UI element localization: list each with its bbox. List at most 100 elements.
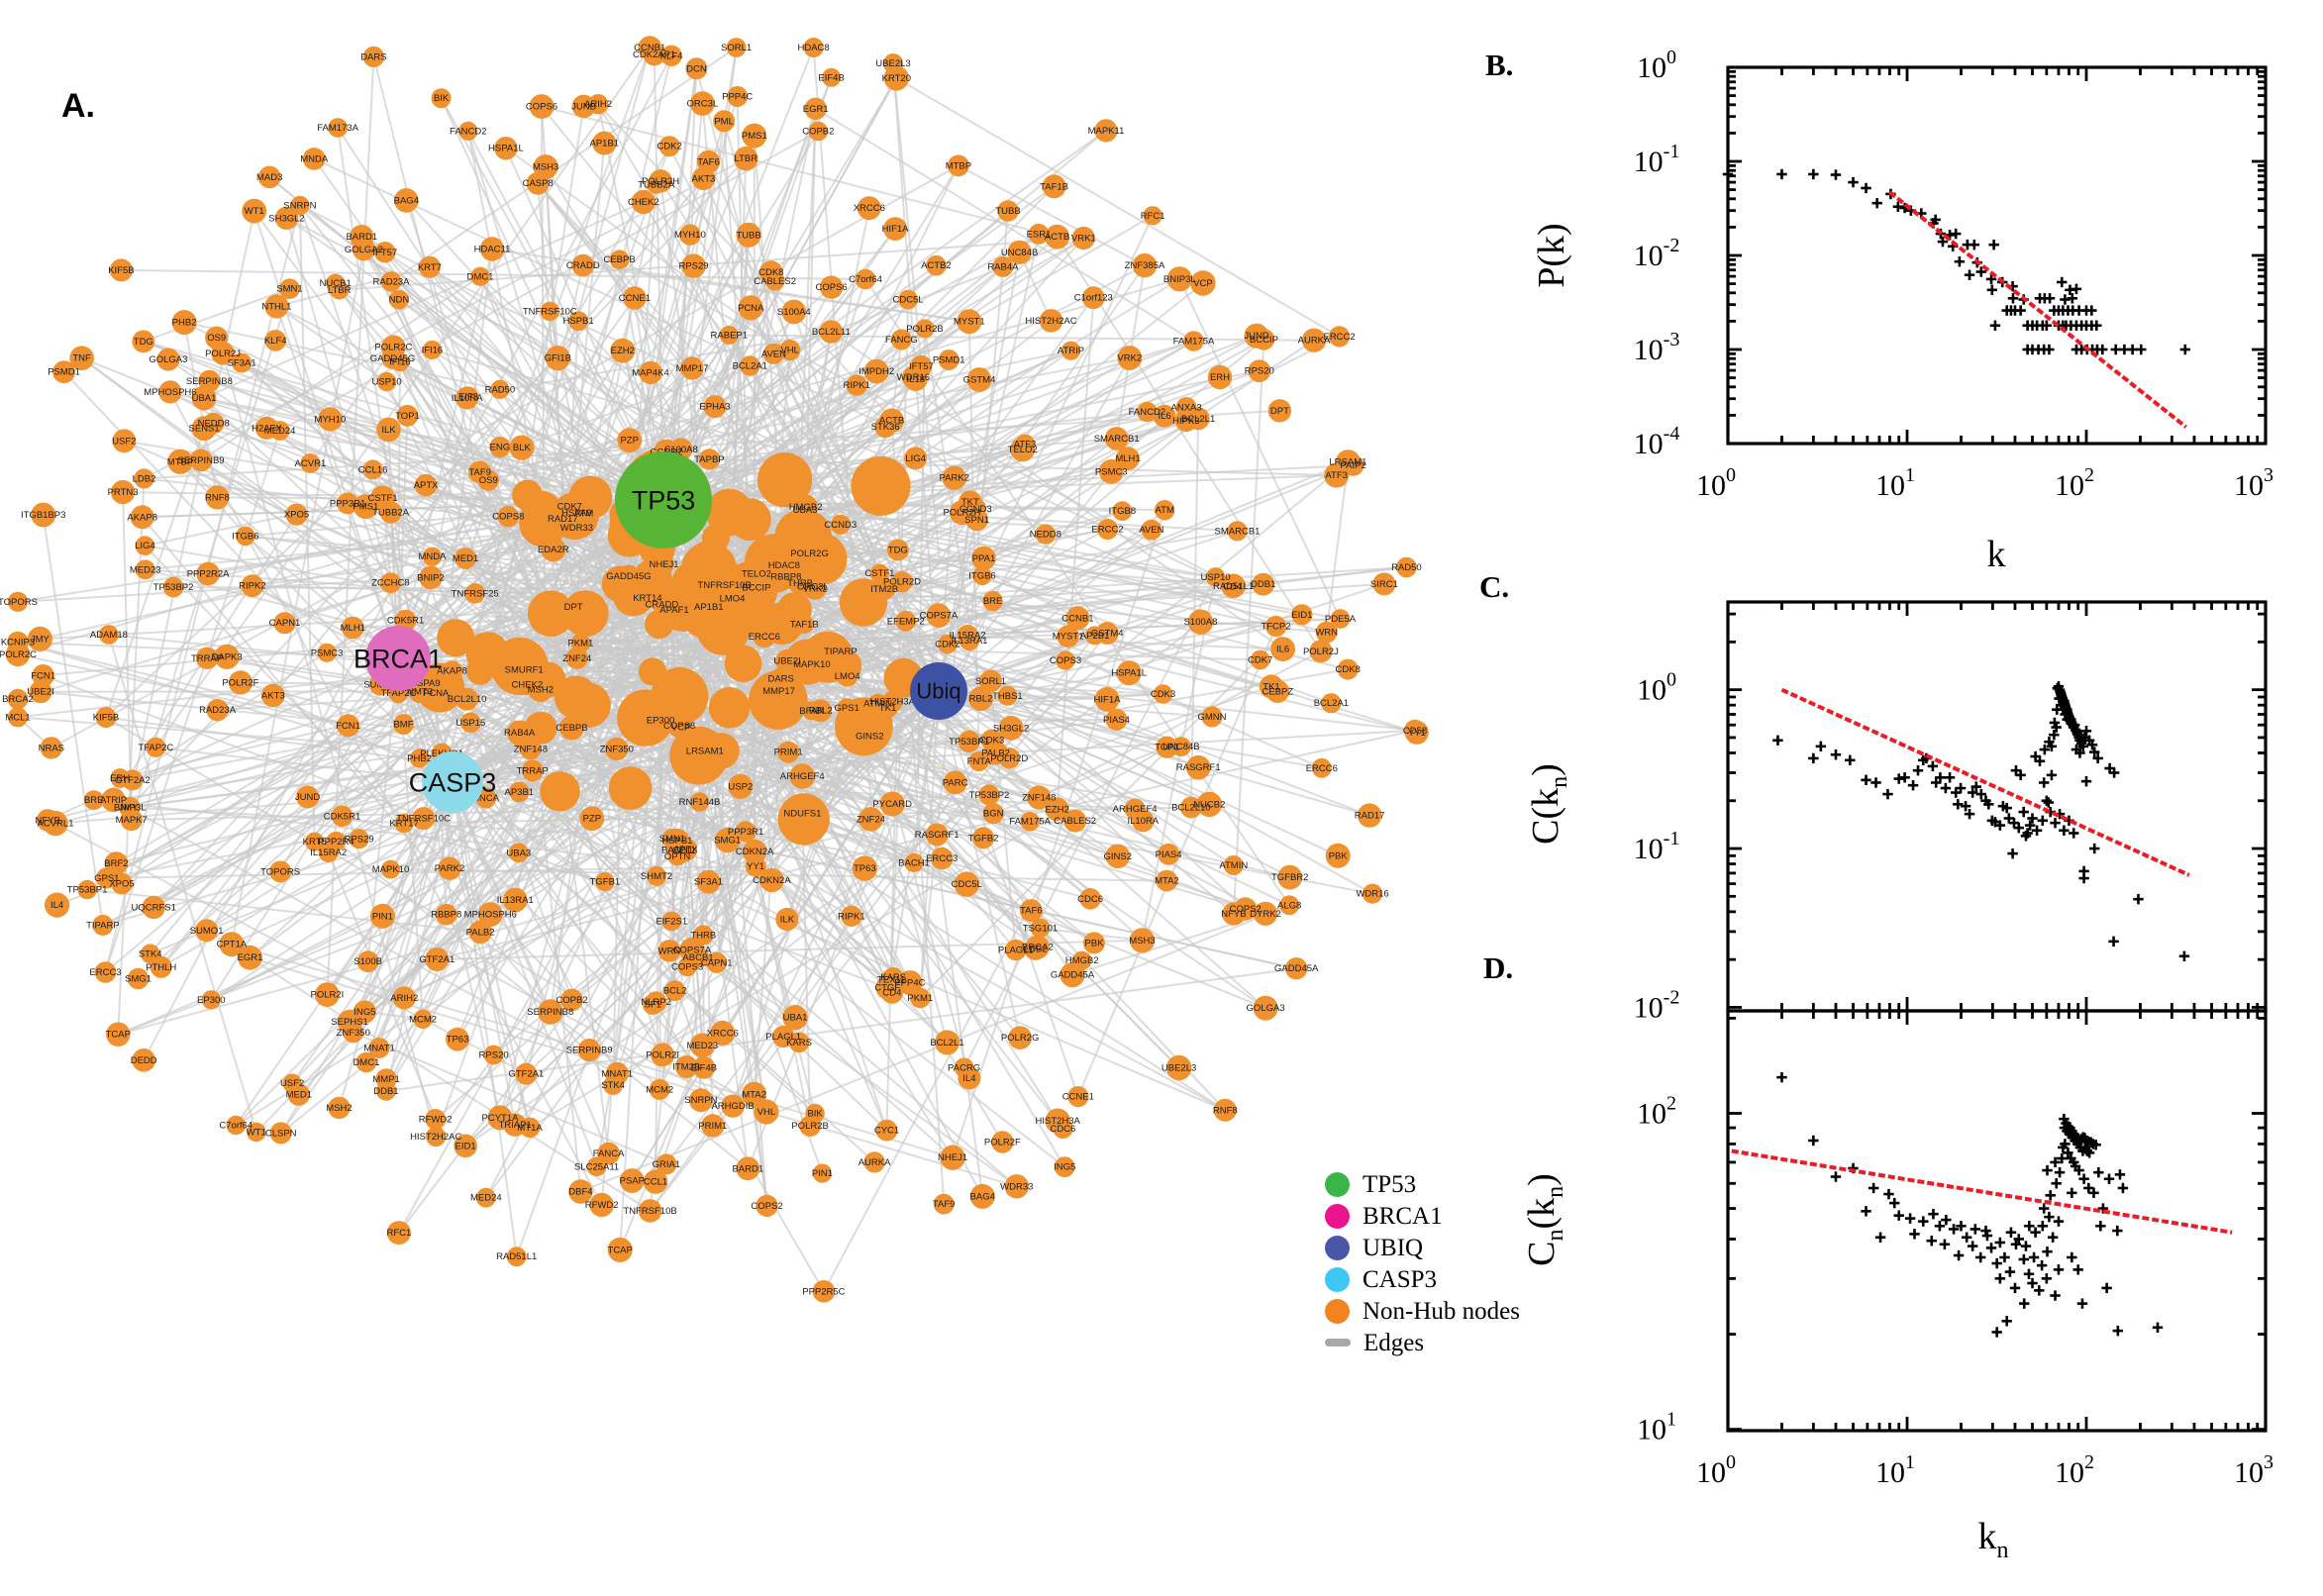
- hub-node-tp53: [615, 451, 712, 549]
- network-node: [381, 859, 400, 879]
- network-node-label: HIST2H2AC: [410, 1132, 461, 1143]
- network-node: [693, 740, 716, 762]
- network-node-label: TK1: [879, 703, 896, 714]
- network-core-blob: [608, 766, 653, 810]
- network-node-label: GOLGA2: [345, 245, 383, 255]
- network-node-label: TFAP2C: [138, 743, 173, 753]
- network-node-label: RBL2: [969, 694, 993, 705]
- network-node: [639, 360, 662, 385]
- network-core-blob: [466, 657, 494, 685]
- network-node: [809, 699, 833, 723]
- network-node: [502, 887, 528, 913]
- network-node-label: BRE: [84, 795, 104, 806]
- network-node-label: POLR2H: [642, 176, 679, 187]
- legend-item-label: CASP3: [1363, 1265, 1438, 1293]
- tick-label: 102: [2055, 1451, 2094, 1489]
- network-node-label: BRE: [983, 596, 1003, 607]
- network-node: [455, 386, 479, 410]
- network-node-label: ING5: [1054, 1162, 1075, 1173]
- network-node-label: MT1A: [517, 1123, 543, 1134]
- network-node-label: MMP1: [372, 1074, 399, 1085]
- network-node-label: ADAM18: [90, 630, 128, 641]
- network-node: [726, 38, 747, 57]
- network-node: [31, 502, 56, 528]
- network-node-label: USP10: [1201, 572, 1231, 583]
- network-node-label: EP300: [197, 995, 226, 1006]
- network-node-label: RFWD2: [419, 1114, 453, 1125]
- network-node-label: KRT7: [418, 262, 442, 273]
- network-node-label: RFWD2: [585, 1200, 619, 1211]
- network-core-blob: [724, 645, 762, 683]
- network-node-label: GADD45A: [1274, 963, 1319, 974]
- network-node-label: ATF3: [1014, 440, 1037, 450]
- network-node-label: DDB1: [1251, 579, 1275, 590]
- network-node-label: ARHGEF4: [1113, 804, 1158, 815]
- chart-panel-d: 100 101 102 103 102 101: [1637, 1009, 2273, 1489]
- network-node: [589, 1192, 614, 1218]
- network-node-label: PCNA: [423, 688, 450, 699]
- plot-box: [1726, 65, 2268, 446]
- network-node-label: TOP1: [395, 411, 420, 422]
- network-node: [773, 554, 795, 576]
- network-node: [1105, 844, 1131, 869]
- hub-node-casp3: [422, 751, 483, 813]
- network-edge: [102, 690, 940, 927]
- network-node-label: CDK3: [1151, 689, 1175, 700]
- network-node: [1035, 524, 1057, 545]
- legend-item: Non-Hub nodes: [1325, 1295, 1520, 1327]
- network-node-label: ERH: [1210, 372, 1230, 383]
- network-node: [647, 865, 666, 886]
- network-edge: [1325, 461, 1350, 633]
- network-node-label: TRIAP1: [498, 1120, 531, 1131]
- network-node: [394, 813, 414, 834]
- network-node-label: C7orf64: [219, 1121, 252, 1132]
- network-node: [964, 498, 987, 520]
- network-node: [77, 879, 97, 900]
- network-core-blob: [565, 682, 611, 728]
- network-node: [654, 553, 674, 575]
- network-node-label: MNAT1: [601, 1068, 633, 1079]
- network-node: [631, 189, 656, 215]
- network-node-label: NDUFS1: [783, 809, 821, 820]
- network-node: [426, 1126, 447, 1147]
- network-edge: [382, 297, 636, 649]
- tick-label: 10-1: [1634, 828, 1680, 865]
- network-node: [812, 1163, 833, 1183]
- network-node: [803, 576, 827, 600]
- network-node: [958, 730, 980, 753]
- network-edge: [623, 184, 657, 642]
- network-node-label: ZNF24: [857, 814, 885, 825]
- network-node-label: MNAT1: [363, 1044, 395, 1054]
- network-node: [538, 999, 563, 1025]
- network-node-label: EZH2: [1045, 804, 1068, 815]
- network-node: [198, 369, 221, 392]
- network-node-label: PALB2: [466, 927, 495, 938]
- network-edge: [713, 725, 938, 836]
- network-node: [759, 867, 784, 893]
- network-node-label: TEX11: [877, 975, 905, 986]
- network-node-label: CHEK2: [512, 679, 544, 690]
- network-node: [728, 773, 754, 799]
- network-node-label: EPHA3: [699, 402, 730, 413]
- network-node: [1253, 901, 1278, 926]
- network-node: [475, 1187, 496, 1208]
- network-node-label: PHB2: [172, 318, 197, 329]
- network-node-label: RFC1: [1141, 211, 1165, 222]
- network-node-label: GADD45A: [1051, 970, 1095, 981]
- network-node-label: MED1: [453, 553, 478, 564]
- network-node: [1095, 622, 1119, 645]
- network-node-label: MYST1: [954, 317, 985, 328]
- network-node-label: WRN: [1315, 628, 1338, 639]
- network-node-label: CDK5R1: [324, 811, 361, 822]
- network-node-label: ZNF350: [600, 745, 634, 755]
- network-node: [1285, 957, 1308, 980]
- network-node-label: CYC1: [874, 1126, 899, 1137]
- network-node-label: BCL2L11: [812, 327, 851, 338]
- network-node-label: HIF1A: [1094, 694, 1122, 705]
- network-node-label: MED24: [264, 426, 296, 437]
- network-node-label: RAD51L1: [496, 1251, 537, 1262]
- tick-label: 100: [1696, 464, 1736, 502]
- network-node-label: CCNE1: [1062, 1092, 1094, 1103]
- network-node: [1153, 404, 1176, 428]
- network-node: [863, 1151, 885, 1173]
